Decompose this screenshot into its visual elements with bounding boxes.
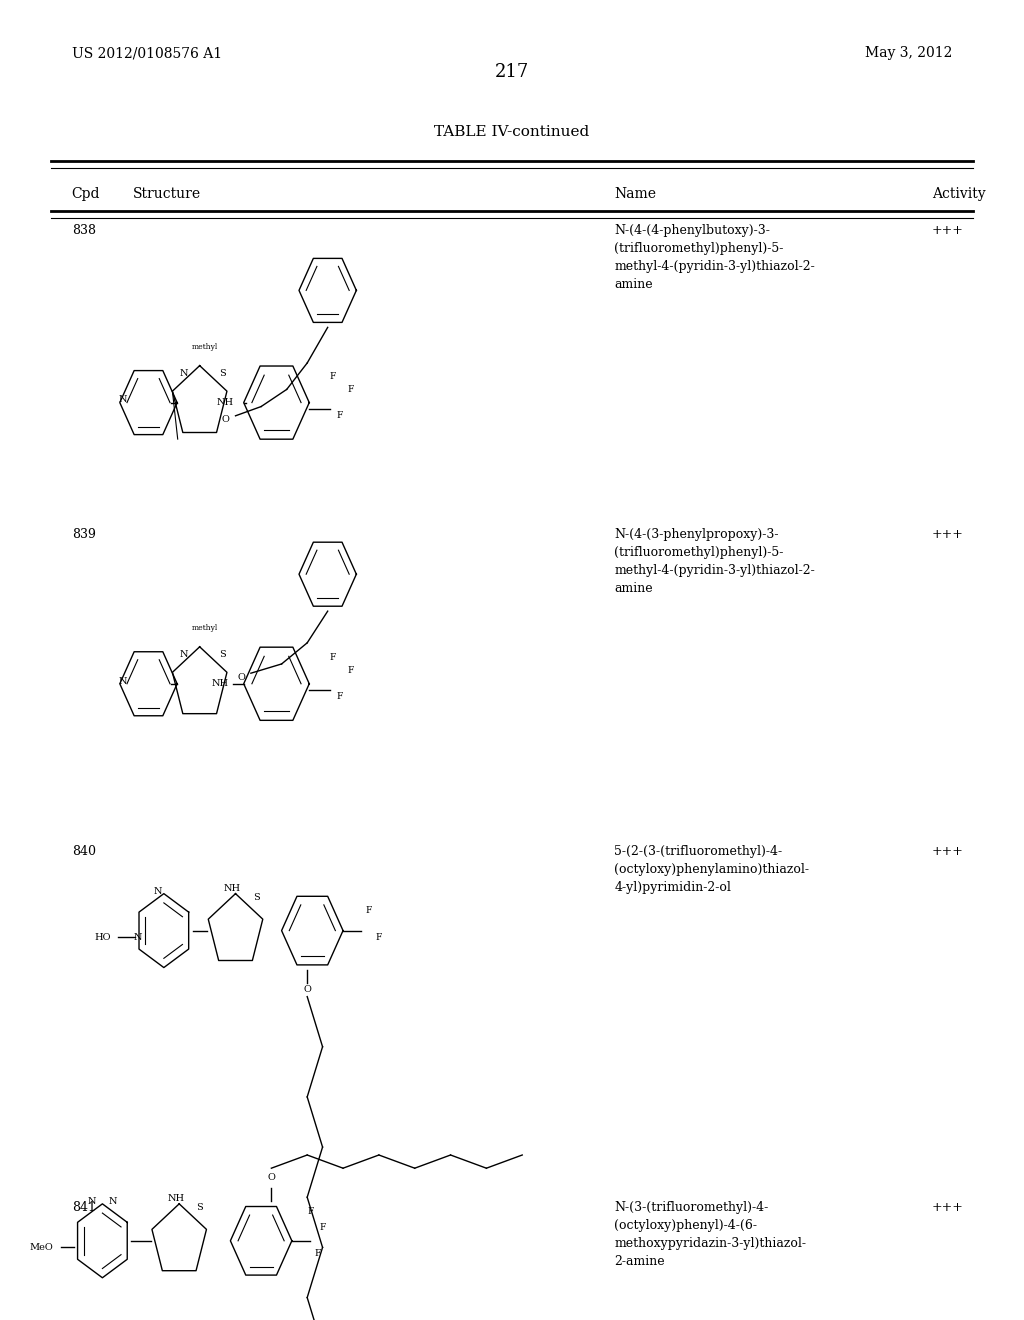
Text: Activity: Activity [932,187,985,202]
Text: N-(4-(4-phenylbutoxy)-3-
(trifluoromethyl)phenyl)-5-
methyl-4-(pyridin-3-yl)thia: N-(4-(4-phenylbutoxy)-3- (trifluoromethy… [614,224,815,292]
Text: May 3, 2012: May 3, 2012 [865,46,952,61]
Text: NH: NH [212,680,228,688]
Text: N: N [119,396,127,404]
Text: N: N [134,933,142,941]
Text: US 2012/0108576 A1: US 2012/0108576 A1 [72,46,222,61]
Text: TABLE IV-continued: TABLE IV-continued [434,125,590,140]
Text: N: N [88,1197,96,1205]
Text: MeO: MeO [29,1243,53,1251]
Text: 839: 839 [72,528,95,541]
Text: F: F [319,1224,326,1232]
Text: NH: NH [168,1195,184,1203]
Text: methyl: methyl [191,624,218,632]
Text: 841: 841 [72,1201,95,1214]
Text: Cpd: Cpd [72,187,100,202]
Text: methyl: methyl [191,343,218,351]
Text: N-(4-(3-phenylpropoxy)-3-
(trifluoromethyl)phenyl)-5-
methyl-4-(pyridin-3-yl)thi: N-(4-(3-phenylpropoxy)-3- (trifluorometh… [614,528,815,595]
Text: F: F [307,1208,313,1216]
Text: F: F [366,907,372,915]
Text: 217: 217 [495,63,529,82]
Text: N: N [180,370,188,378]
Text: N: N [109,1197,117,1205]
Text: HO: HO [94,933,111,941]
Text: NH: NH [217,399,233,407]
Text: S: S [197,1204,203,1212]
Text: F: F [347,667,353,675]
Text: +++: +++ [932,845,964,858]
Text: F: F [337,412,343,420]
Text: N: N [154,887,162,895]
Text: +++: +++ [932,224,964,238]
Text: F: F [337,693,343,701]
Text: +++: +++ [932,1201,964,1214]
Text: N: N [119,677,127,685]
Text: 5-(2-(3-(trifluoromethyl)-4-
(octyloxy)phenylamino)thiazol-
4-yl)pyrimidin-2-ol: 5-(2-(3-(trifluoromethyl)-4- (octyloxy)p… [614,845,809,894]
Text: O: O [303,986,311,994]
Text: N: N [180,651,188,659]
Text: O: O [238,673,246,681]
Text: S: S [219,370,225,378]
Text: S: S [219,651,225,659]
Text: F: F [347,385,353,393]
Text: Structure: Structure [133,187,202,202]
Text: 838: 838 [72,224,95,238]
Text: O: O [267,1173,275,1181]
Text: F: F [330,653,336,661]
Text: S: S [253,894,259,902]
Text: Name: Name [614,187,656,202]
Text: 840: 840 [72,845,95,858]
Text: N-(3-(trifluoromethyl)-4-
(octyloxy)phenyl)-4-(6-
methoxypyridazin-3-yl)thiazol-: N-(3-(trifluoromethyl)-4- (octyloxy)phen… [614,1201,807,1269]
Text: F: F [376,933,382,941]
Text: +++: +++ [932,528,964,541]
Text: F: F [314,1250,321,1258]
Text: O: O [221,416,229,424]
Text: NH: NH [224,884,241,892]
Text: F: F [330,372,336,380]
